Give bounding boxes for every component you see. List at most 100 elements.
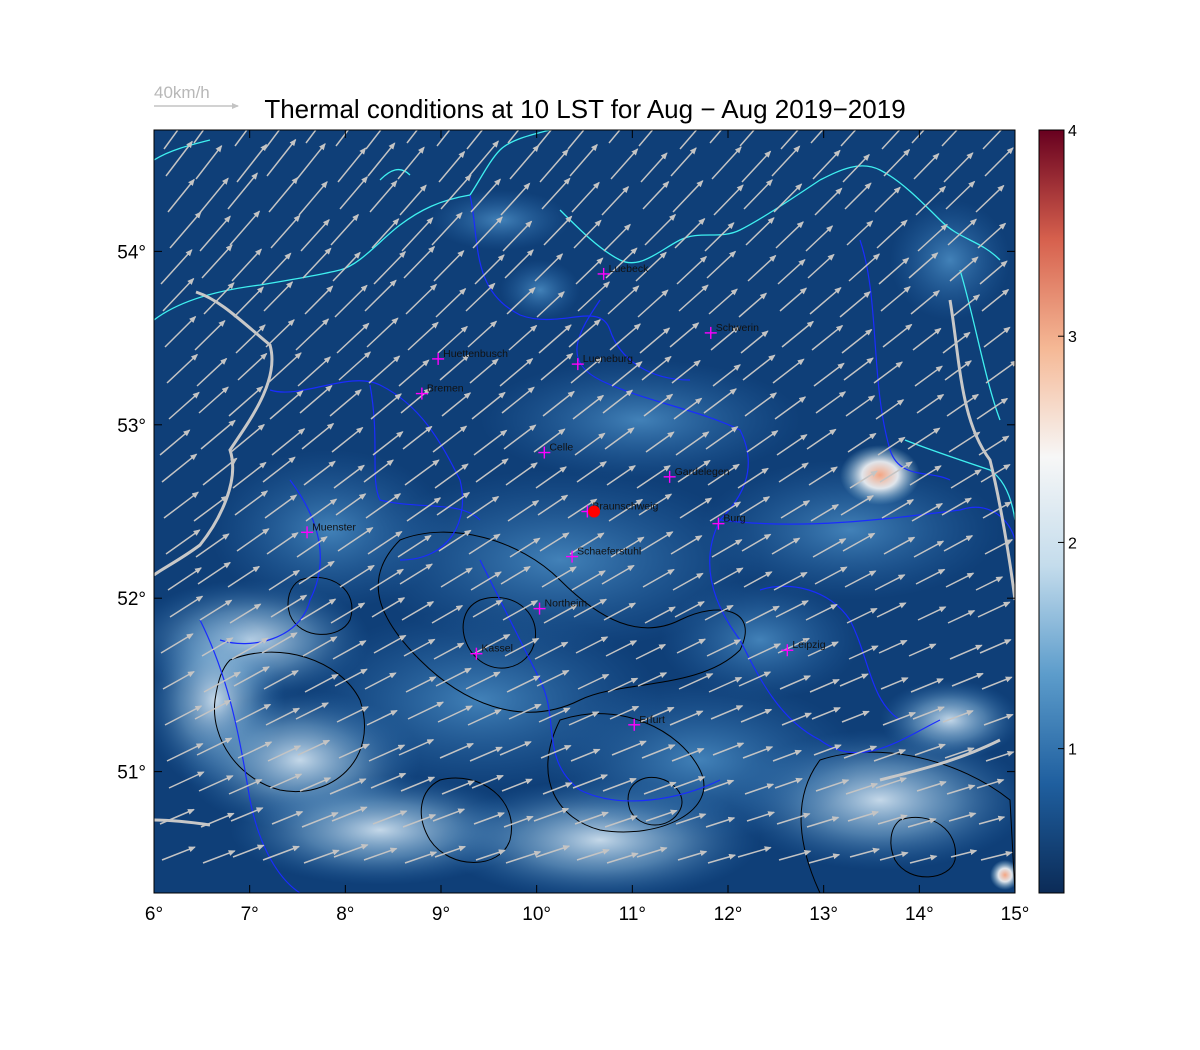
contour-line xyxy=(462,596,536,669)
wind-vector xyxy=(196,357,228,387)
terrain-contours xyxy=(213,531,1015,893)
wind-vector xyxy=(839,291,871,318)
wind-vector xyxy=(433,250,465,282)
wind-vector xyxy=(948,431,981,453)
x-tick-label: 11° xyxy=(619,904,646,925)
wind-vector xyxy=(402,814,437,828)
wind-vector xyxy=(985,360,1015,384)
wind-vector xyxy=(841,710,870,723)
wind-vector xyxy=(745,217,775,246)
city-label: Leipzig xyxy=(792,639,825,651)
wind-vector xyxy=(401,601,435,621)
wind-vector xyxy=(774,396,807,420)
coastline-segment xyxy=(819,165,1001,261)
wind-vector xyxy=(805,603,838,621)
wind-vector xyxy=(332,640,367,660)
wind-vector xyxy=(439,742,475,759)
wind-vector xyxy=(911,502,944,522)
wind-vector xyxy=(334,284,368,318)
state-border xyxy=(199,619,301,893)
wind-vector xyxy=(501,778,533,792)
river xyxy=(154,290,274,577)
wind-vector xyxy=(338,351,372,381)
wind-vector xyxy=(194,319,226,351)
colorbar-tick-label: 3 xyxy=(1068,329,1077,346)
city-label: Gardelegen xyxy=(675,466,730,478)
wind-vector xyxy=(945,572,975,588)
wind-vector xyxy=(778,849,812,861)
wind-vector xyxy=(200,419,236,450)
wind-vector xyxy=(467,320,498,348)
city-label: Burg xyxy=(723,513,745,525)
thermal-field xyxy=(154,190,1015,893)
wind-vector xyxy=(262,456,296,483)
city-label: Braunschweig xyxy=(592,501,658,513)
wind-vector xyxy=(298,560,335,585)
wind-vector xyxy=(569,143,598,177)
wind-vector xyxy=(507,130,520,144)
wind-vector xyxy=(539,532,570,552)
wind-vector xyxy=(942,331,971,354)
wind-vector xyxy=(297,739,331,756)
wind-vector xyxy=(299,385,333,414)
wind-vector xyxy=(917,223,948,252)
wind-vector xyxy=(777,259,806,285)
wind-vector xyxy=(635,643,667,660)
x-tick-label: 10° xyxy=(522,904,551,925)
wind-vector xyxy=(567,130,585,150)
wind-vector xyxy=(263,670,299,690)
wind-vector xyxy=(877,436,906,456)
wind-vector xyxy=(372,431,404,456)
wind-vector xyxy=(164,705,203,726)
wind-vector xyxy=(509,144,540,180)
city-label: Luebeck xyxy=(609,263,649,275)
city-label: Celle xyxy=(549,442,573,454)
wind-vector xyxy=(979,639,1012,654)
wind-vector xyxy=(474,254,505,285)
wind-vector xyxy=(710,326,740,351)
wind-vector xyxy=(709,130,723,144)
wind-vector xyxy=(475,458,509,483)
city-marker: Muenster xyxy=(301,521,356,539)
city-label: Kassel xyxy=(481,643,513,655)
wind-vector xyxy=(335,493,367,516)
wind-vector xyxy=(235,324,266,354)
wind-vector xyxy=(302,247,332,279)
wind-vector xyxy=(228,778,263,795)
wind-vector xyxy=(404,459,440,486)
wind-vector xyxy=(747,254,777,282)
wind-vector xyxy=(712,364,741,387)
wind-vector xyxy=(542,782,573,795)
wind-vector xyxy=(706,639,742,657)
wind-vector xyxy=(737,846,772,858)
wind-vector xyxy=(603,602,637,621)
wind-vector xyxy=(914,743,946,756)
coastline xyxy=(154,130,1015,521)
wind-vector xyxy=(772,749,803,762)
wind-vector xyxy=(879,851,909,861)
wind-vector xyxy=(916,780,947,792)
wind-vector xyxy=(431,604,464,624)
wind-vector xyxy=(304,673,339,693)
wind-vector xyxy=(405,283,438,315)
wind-vector xyxy=(236,528,270,552)
wind-vector xyxy=(706,250,737,279)
wind-vector xyxy=(876,602,907,618)
wind-vector xyxy=(778,462,809,483)
wind-vector xyxy=(536,669,570,687)
wind-vector xyxy=(775,600,809,618)
wind-vector xyxy=(577,281,611,312)
wind-vector xyxy=(881,130,901,150)
wind-vector xyxy=(745,605,780,624)
wind-vector xyxy=(473,429,508,456)
wind-vector xyxy=(366,317,399,348)
wind-vector xyxy=(162,277,195,312)
wind-vector xyxy=(194,699,232,720)
figure-title: Thermal conditions at 10 LST for Aug − A… xyxy=(264,94,905,124)
wind-vector xyxy=(533,428,566,453)
wind-vector xyxy=(568,319,601,348)
wind-vector xyxy=(773,571,808,591)
wind-vector xyxy=(849,847,880,858)
wind-vector xyxy=(339,564,375,588)
wind-vector xyxy=(912,706,945,720)
